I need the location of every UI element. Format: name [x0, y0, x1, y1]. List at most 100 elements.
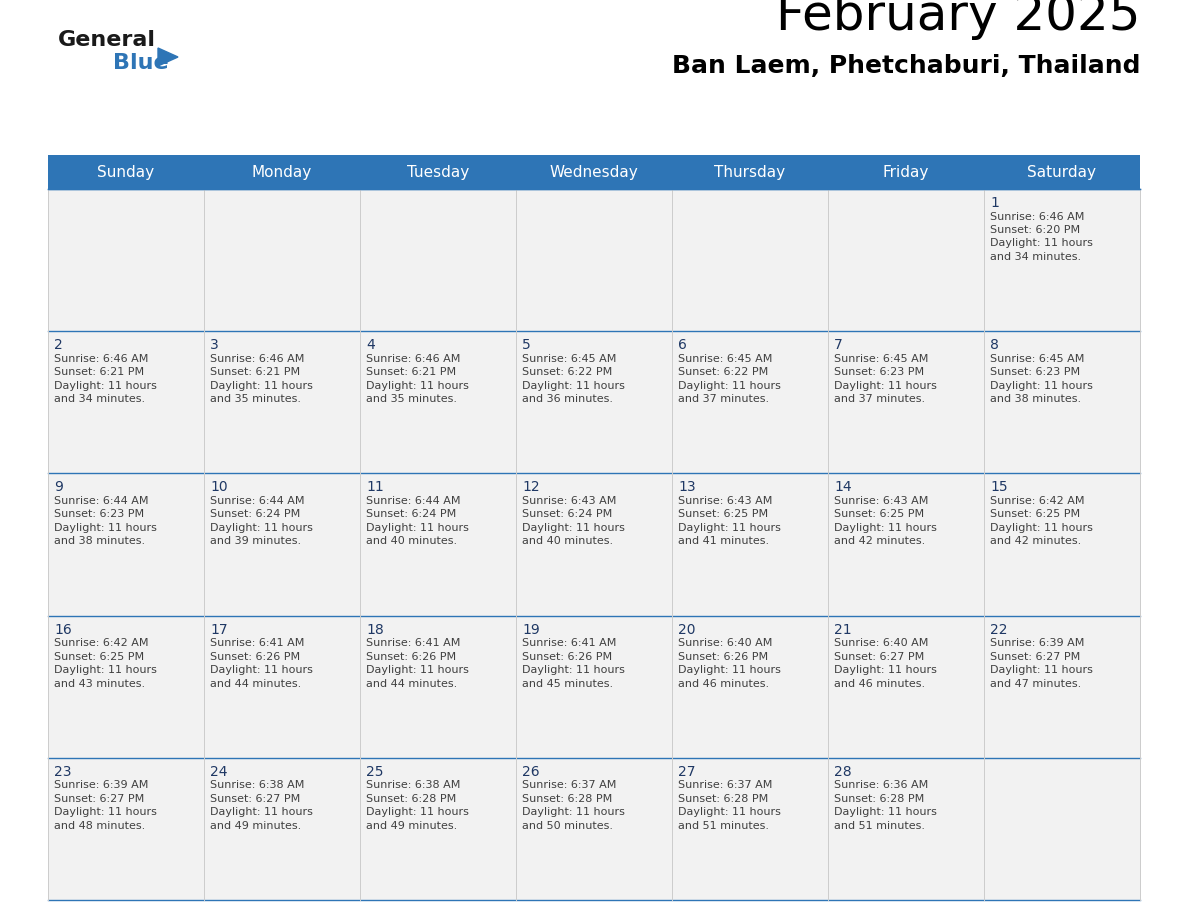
Text: Sunset: 6:25 PM: Sunset: 6:25 PM	[53, 652, 144, 662]
Text: 4: 4	[366, 338, 374, 353]
Text: Daylight: 11 hours: Daylight: 11 hours	[366, 523, 469, 533]
Text: 26: 26	[522, 765, 539, 778]
Bar	[204, 189, 360, 331]
Text: 10: 10	[210, 480, 228, 495]
Text: Sunset: 6:28 PM: Sunset: 6:28 PM	[834, 794, 924, 804]
Text: Ban Laem, Phetchaburi, Thailand: Ban Laem, Phetchaburi, Thailand	[671, 54, 1140, 78]
Text: Sunrise: 6:38 AM: Sunrise: 6:38 AM	[366, 780, 461, 790]
Text: Daylight: 11 hours: Daylight: 11 hours	[366, 666, 469, 675]
Text: Sunset: 6:20 PM: Sunset: 6:20 PM	[990, 225, 1080, 235]
Text: and 35 minutes.: and 35 minutes.	[366, 394, 457, 404]
Text: 17: 17	[210, 622, 228, 636]
Text: and 46 minutes.: and 46 minutes.	[678, 678, 769, 688]
Text: Daylight: 11 hours: Daylight: 11 hours	[990, 381, 1093, 391]
Text: Sunday: Sunday	[97, 164, 154, 180]
Text: Sunrise: 6:39 AM: Sunrise: 6:39 AM	[53, 780, 148, 790]
Text: Sunrise: 6:46 AM: Sunrise: 6:46 AM	[53, 353, 148, 364]
Text: Daylight: 11 hours: Daylight: 11 hours	[678, 523, 781, 533]
Bar	[828, 757, 984, 900]
Bar	[984, 331, 1140, 474]
Text: Sunrise: 6:44 AM: Sunrise: 6:44 AM	[366, 496, 461, 506]
Text: Sunrise: 6:46 AM: Sunrise: 6:46 AM	[210, 353, 304, 364]
Bar	[828, 189, 984, 331]
Text: Sunrise: 6:45 AM: Sunrise: 6:45 AM	[678, 353, 772, 364]
Bar	[48, 474, 204, 616]
Bar	[48, 189, 204, 331]
Text: and 47 minutes.: and 47 minutes.	[990, 678, 1081, 688]
Text: Sunset: 6:27 PM: Sunset: 6:27 PM	[834, 652, 924, 662]
Bar	[360, 331, 516, 474]
Text: February 2025: February 2025	[776, 0, 1140, 40]
Bar	[672, 616, 828, 757]
Text: Daylight: 11 hours: Daylight: 11 hours	[990, 523, 1093, 533]
Text: and 34 minutes.: and 34 minutes.	[53, 394, 145, 404]
Text: Sunrise: 6:43 AM: Sunrise: 6:43 AM	[522, 496, 617, 506]
Text: 22: 22	[990, 622, 1007, 636]
Text: Sunset: 6:26 PM: Sunset: 6:26 PM	[366, 652, 456, 662]
Text: Sunrise: 6:40 AM: Sunrise: 6:40 AM	[678, 638, 772, 648]
Bar	[984, 616, 1140, 757]
Text: Daylight: 11 hours: Daylight: 11 hours	[522, 381, 625, 391]
Bar	[516, 616, 672, 757]
Text: Sunset: 6:24 PM: Sunset: 6:24 PM	[366, 509, 456, 520]
Text: Sunrise: 6:36 AM: Sunrise: 6:36 AM	[834, 780, 928, 790]
Bar	[828, 616, 984, 757]
Text: Daylight: 11 hours: Daylight: 11 hours	[522, 807, 625, 817]
Text: Sunset: 6:22 PM: Sunset: 6:22 PM	[678, 367, 769, 377]
Text: Sunset: 6:23 PM: Sunset: 6:23 PM	[834, 367, 924, 377]
Text: Sunrise: 6:46 AM: Sunrise: 6:46 AM	[366, 353, 461, 364]
Bar	[48, 616, 204, 757]
Text: Sunrise: 6:41 AM: Sunrise: 6:41 AM	[210, 638, 304, 648]
Text: Sunset: 6:25 PM: Sunset: 6:25 PM	[990, 509, 1080, 520]
Text: and 51 minutes.: and 51 minutes.	[678, 821, 769, 831]
Bar	[204, 331, 360, 474]
Text: Sunrise: 6:46 AM: Sunrise: 6:46 AM	[990, 211, 1085, 221]
Text: Daylight: 11 hours: Daylight: 11 hours	[210, 381, 312, 391]
Text: Saturday: Saturday	[1028, 164, 1097, 180]
Bar	[360, 757, 516, 900]
Bar	[828, 474, 984, 616]
Text: Sunset: 6:21 PM: Sunset: 6:21 PM	[53, 367, 144, 377]
Text: Sunset: 6:26 PM: Sunset: 6:26 PM	[522, 652, 612, 662]
Text: Sunset: 6:27 PM: Sunset: 6:27 PM	[53, 794, 144, 804]
Text: Daylight: 11 hours: Daylight: 11 hours	[53, 381, 157, 391]
Bar	[984, 474, 1140, 616]
Text: Sunset: 6:26 PM: Sunset: 6:26 PM	[678, 652, 769, 662]
Text: and 46 minutes.: and 46 minutes.	[834, 678, 925, 688]
Text: Sunrise: 6:42 AM: Sunrise: 6:42 AM	[53, 638, 148, 648]
Text: Sunset: 6:23 PM: Sunset: 6:23 PM	[990, 367, 1080, 377]
Bar	[984, 189, 1140, 331]
Text: Daylight: 11 hours: Daylight: 11 hours	[678, 381, 781, 391]
Text: and 37 minutes.: and 37 minutes.	[678, 394, 769, 404]
Bar	[48, 331, 204, 474]
Text: Sunrise: 6:45 AM: Sunrise: 6:45 AM	[834, 353, 928, 364]
Text: Daylight: 11 hours: Daylight: 11 hours	[53, 523, 157, 533]
Text: 6: 6	[678, 338, 687, 353]
Text: and 49 minutes.: and 49 minutes.	[210, 821, 302, 831]
Text: Sunrise: 6:45 AM: Sunrise: 6:45 AM	[990, 353, 1085, 364]
Text: Monday: Monday	[252, 164, 312, 180]
Bar	[672, 189, 828, 331]
Text: Daylight: 11 hours: Daylight: 11 hours	[834, 523, 937, 533]
Text: Sunset: 6:26 PM: Sunset: 6:26 PM	[210, 652, 301, 662]
Text: Sunset: 6:25 PM: Sunset: 6:25 PM	[678, 509, 769, 520]
Text: 13: 13	[678, 480, 696, 495]
Text: 21: 21	[834, 622, 852, 636]
Text: and 51 minutes.: and 51 minutes.	[834, 821, 925, 831]
Bar	[204, 474, 360, 616]
Bar	[360, 616, 516, 757]
Text: and 50 minutes.: and 50 minutes.	[522, 821, 613, 831]
Text: Wednesday: Wednesday	[550, 164, 638, 180]
Text: Sunrise: 6:39 AM: Sunrise: 6:39 AM	[990, 638, 1085, 648]
Text: Friday: Friday	[883, 164, 929, 180]
Text: 5: 5	[522, 338, 531, 353]
Text: Daylight: 11 hours: Daylight: 11 hours	[53, 666, 157, 675]
Text: 15: 15	[990, 480, 1007, 495]
Text: 27: 27	[678, 765, 695, 778]
Text: Sunrise: 6:43 AM: Sunrise: 6:43 AM	[678, 496, 772, 506]
Bar	[48, 155, 1140, 189]
Text: and 40 minutes.: and 40 minutes.	[366, 536, 457, 546]
Text: 9: 9	[53, 480, 63, 495]
Text: and 42 minutes.: and 42 minutes.	[990, 536, 1081, 546]
Text: Sunset: 6:23 PM: Sunset: 6:23 PM	[53, 509, 144, 520]
